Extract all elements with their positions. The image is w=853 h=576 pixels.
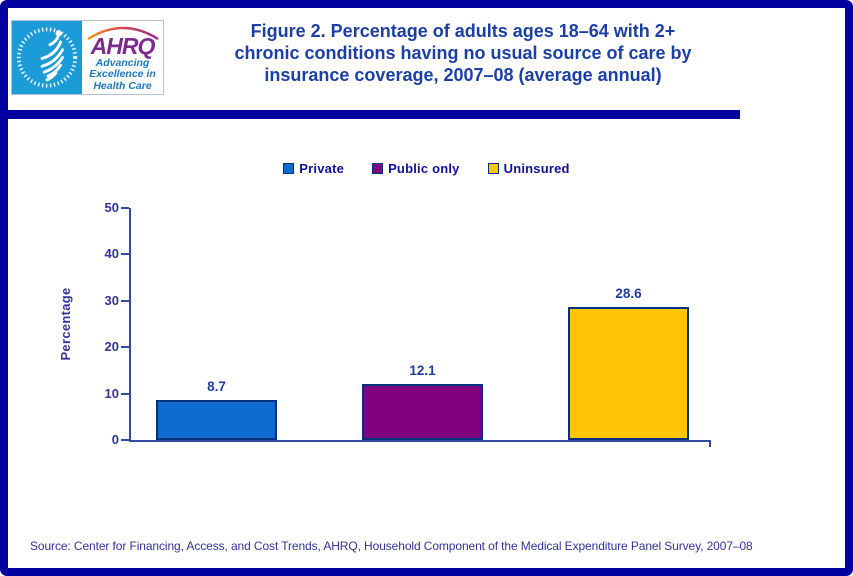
legend-label: Private — [299, 161, 345, 176]
bar-value-label: 8.7 — [207, 379, 226, 394]
rainbow-arc-icon — [86, 26, 159, 40]
bar-chart: Private Public only Uninsured Percentage 0… — [8, 8, 845, 568]
y-tick-label: 10 — [104, 385, 119, 401]
y-tick — [121, 253, 129, 256]
figure-title-line: insurance coverage, 2007–08 (average ann… — [264, 65, 662, 85]
bar-value-label: 28.6 — [615, 286, 642, 301]
bar-value-label: 12.1 — [409, 363, 436, 378]
hhs-eagle-icon — [12, 21, 82, 94]
y-tick — [121, 392, 129, 395]
legend-item-private: Private — [283, 161, 344, 176]
figure-title: Figure 2. Percentage of adults ages 18–6… — [183, 20, 743, 86]
legend-item-public-only: Public only — [372, 161, 460, 176]
ahrq-acronym: AHRQ — [90, 32, 156, 59]
chart-legend: Private Public only Uninsured — [8, 161, 845, 176]
bar-private — [156, 400, 277, 440]
legend-swatch-icon — [283, 163, 295, 174]
ahrq-tagline: Advancing Excellence in Health Care — [89, 56, 156, 93]
legend-swatch-icon — [487, 163, 499, 174]
y-tick — [121, 346, 129, 349]
y-tick-label: 30 — [104, 292, 119, 308]
bar-uninsured — [568, 307, 689, 440]
bar-public-only — [362, 384, 483, 440]
ahrq-logo: AHRQ Advancing Excellence in Health Care — [11, 20, 164, 95]
tagline-line: Health Care — [93, 79, 152, 92]
figure-title-line: Figure 2. Percentage of adults ages 18–6… — [250, 21, 676, 41]
figure-title-line: chronic conditions having no usual sourc… — [234, 43, 692, 63]
header-divider — [8, 110, 740, 119]
y-axis-label: Percentage — [58, 287, 73, 361]
legend-label: Uninsured — [503, 161, 570, 176]
y-tick-label: 20 — [104, 339, 119, 355]
legend-item-uninsured: Uninsured — [487, 161, 570, 176]
x-axis-end-tick — [709, 442, 711, 447]
ahrq-logo-text: AHRQ Advancing Excellence in Health Care — [82, 21, 163, 94]
y-tick — [121, 299, 129, 302]
y-axis-line — [129, 208, 131, 442]
legend-label: Public only — [388, 161, 460, 176]
y-tick-label: 40 — [104, 246, 119, 262]
legend-swatch-icon — [372, 163, 384, 174]
source-note: Source: Center for Financing, Access, an… — [30, 539, 753, 553]
y-tick — [121, 207, 129, 209]
y-tick-label: 50 — [104, 200, 119, 215]
tagline-line: Advancing — [95, 56, 150, 69]
y-tick-label: 0 — [111, 432, 119, 447]
tagline-line: Excellence in — [89, 68, 156, 81]
x-axis-line — [129, 440, 711, 442]
y-tick — [121, 439, 129, 441]
